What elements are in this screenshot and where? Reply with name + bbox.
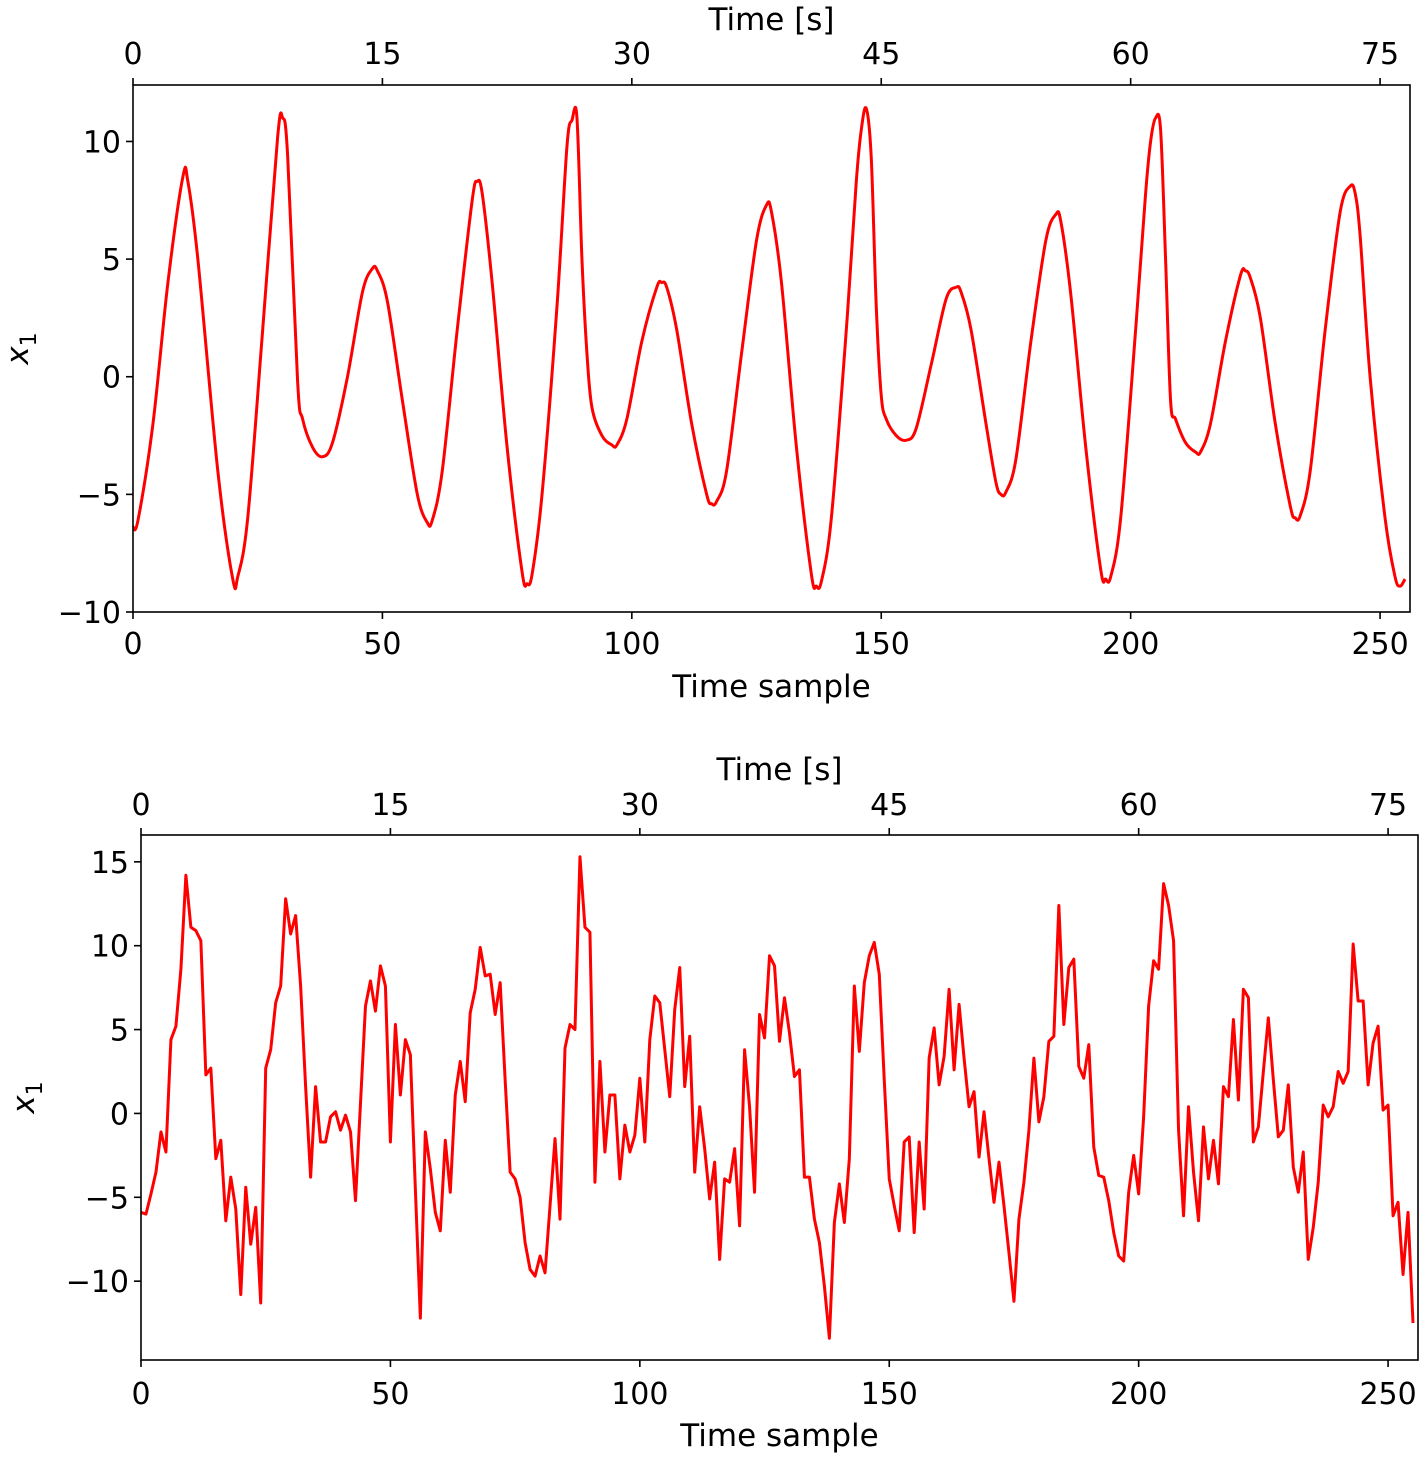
plot-frame	[132, 84, 1411, 613]
top-x-tick-label: 15	[371, 788, 409, 823]
y-tick-label: 15	[91, 846, 129, 881]
x-tick-label: 100	[603, 627, 660, 662]
x-tick-label: 250	[1359, 1377, 1416, 1412]
plot-frame	[140, 834, 1419, 1361]
x-tick-label: 0	[123, 627, 142, 662]
x-tick-label: 100	[611, 1377, 668, 1412]
x-tick-label: 150	[861, 1377, 918, 1412]
top-x-axis-label: Time [s]	[707, 2, 834, 38]
top-x-tick-label: 45	[870, 788, 908, 823]
series-line	[131, 105, 1407, 591]
top-x-tick-label: 60	[1112, 37, 1150, 72]
top-x-tick-label: 0	[123, 37, 142, 72]
top-x-tick-label: 45	[862, 37, 900, 72]
y-tick-label: −10	[58, 596, 121, 631]
x-tick-label: 0	[131, 1377, 150, 1412]
y-tick-label: 5	[110, 1014, 129, 1049]
top-x-tick-label: 15	[363, 37, 401, 72]
y-tick-label: −5	[85, 1181, 129, 1216]
top-x-axis-label: Time [s]	[715, 752, 842, 788]
y-tick-label: 10	[91, 930, 129, 965]
x-tick-label: 250	[1351, 627, 1408, 662]
x-tick-label: 50	[371, 1377, 409, 1412]
top-x-tick-label: 75	[1369, 788, 1407, 823]
x-tick-label: 200	[1102, 627, 1159, 662]
y-tick-label: 10	[83, 125, 121, 160]
y-tick-label: −10	[66, 1265, 129, 1300]
top-x-tick-label: 0	[131, 788, 150, 823]
top-x-tick-label: 60	[1120, 788, 1158, 823]
x-tick-label: 150	[853, 627, 910, 662]
x-axis-label: Time sample	[671, 669, 870, 705]
top-x-tick-label: 75	[1361, 37, 1399, 72]
x-tick-label: 50	[363, 627, 401, 662]
y-axis-label: x1	[0, 332, 42, 365]
top-x-tick-label: 30	[613, 37, 651, 72]
top-x-tick-label: 30	[621, 788, 659, 823]
y-axis-label: x1	[6, 1081, 48, 1114]
y-tick-label: −5	[77, 478, 121, 513]
chart-panel-1: 0 50 100 150 200 250 0 15 30 45 60 75 −10 −5 0 5 10 Time …	[0, 2, 1411, 705]
y-tick-label: 5	[102, 243, 121, 278]
y-tick-label: 0	[110, 1097, 129, 1132]
x-axis-label: Time sample	[679, 1418, 878, 1454]
x-tick-label: 200	[1110, 1377, 1167, 1412]
series-line	[140, 855, 1415, 1340]
y-tick-label: 0	[102, 361, 121, 396]
